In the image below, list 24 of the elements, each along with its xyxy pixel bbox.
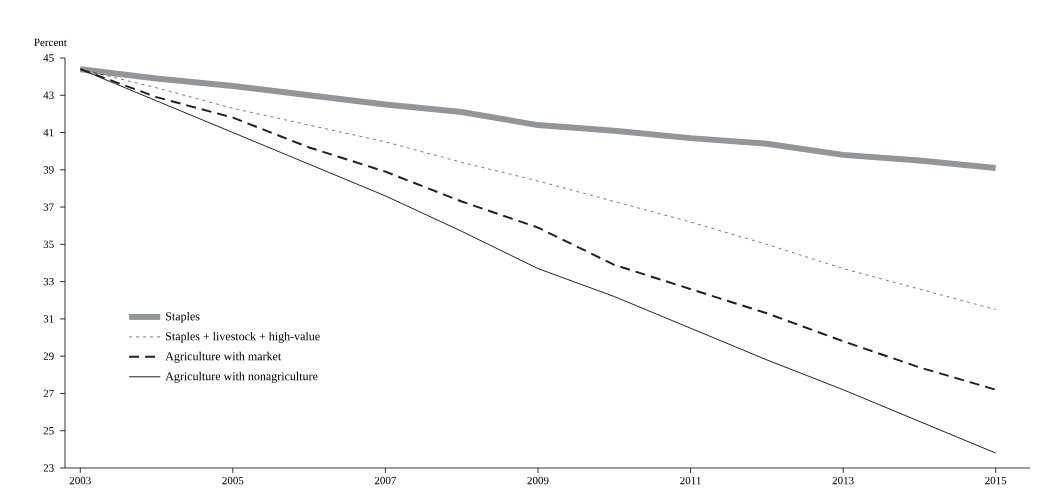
y-tick-label: 37 — [43, 203, 54, 211]
legend-label: Agriculture with market — [165, 351, 282, 363]
y-tick-label: 35 — [43, 240, 54, 249]
y-tick-label: 41 — [43, 128, 54, 137]
x-tick-label: 2013 — [832, 476, 854, 485]
y-tick-label: 31 — [43, 315, 54, 323]
x-tick-label: 2007 — [374, 476, 397, 485]
y-axis-title: Percent — [34, 38, 67, 47]
y-tick-label: 33 — [43, 277, 54, 286]
x-tick-label: 2011 — [680, 476, 701, 485]
x-tick-label: 2005 — [222, 476, 244, 485]
y-tick-label: 23 — [43, 464, 54, 472]
legend-label: Agriculture with nonagriculture — [165, 371, 318, 383]
y-tick-label: 29 — [43, 352, 54, 360]
x-tick-label: 2003 — [69, 476, 91, 485]
y-tick-label: 39 — [43, 166, 54, 174]
y-tick-label: 45 — [43, 54, 54, 62]
y-tick-label: 27 — [43, 389, 54, 398]
y-tick-label: 25 — [43, 427, 54, 435]
x-tick-label: 2015 — [985, 476, 1007, 485]
legend-label: Staples — [166, 311, 200, 323]
legend-label: Staples + livestock + high-value — [166, 331, 320, 343]
x-tick-label: 2009 — [527, 476, 549, 485]
y-tick-label: 43 — [43, 91, 54, 99]
